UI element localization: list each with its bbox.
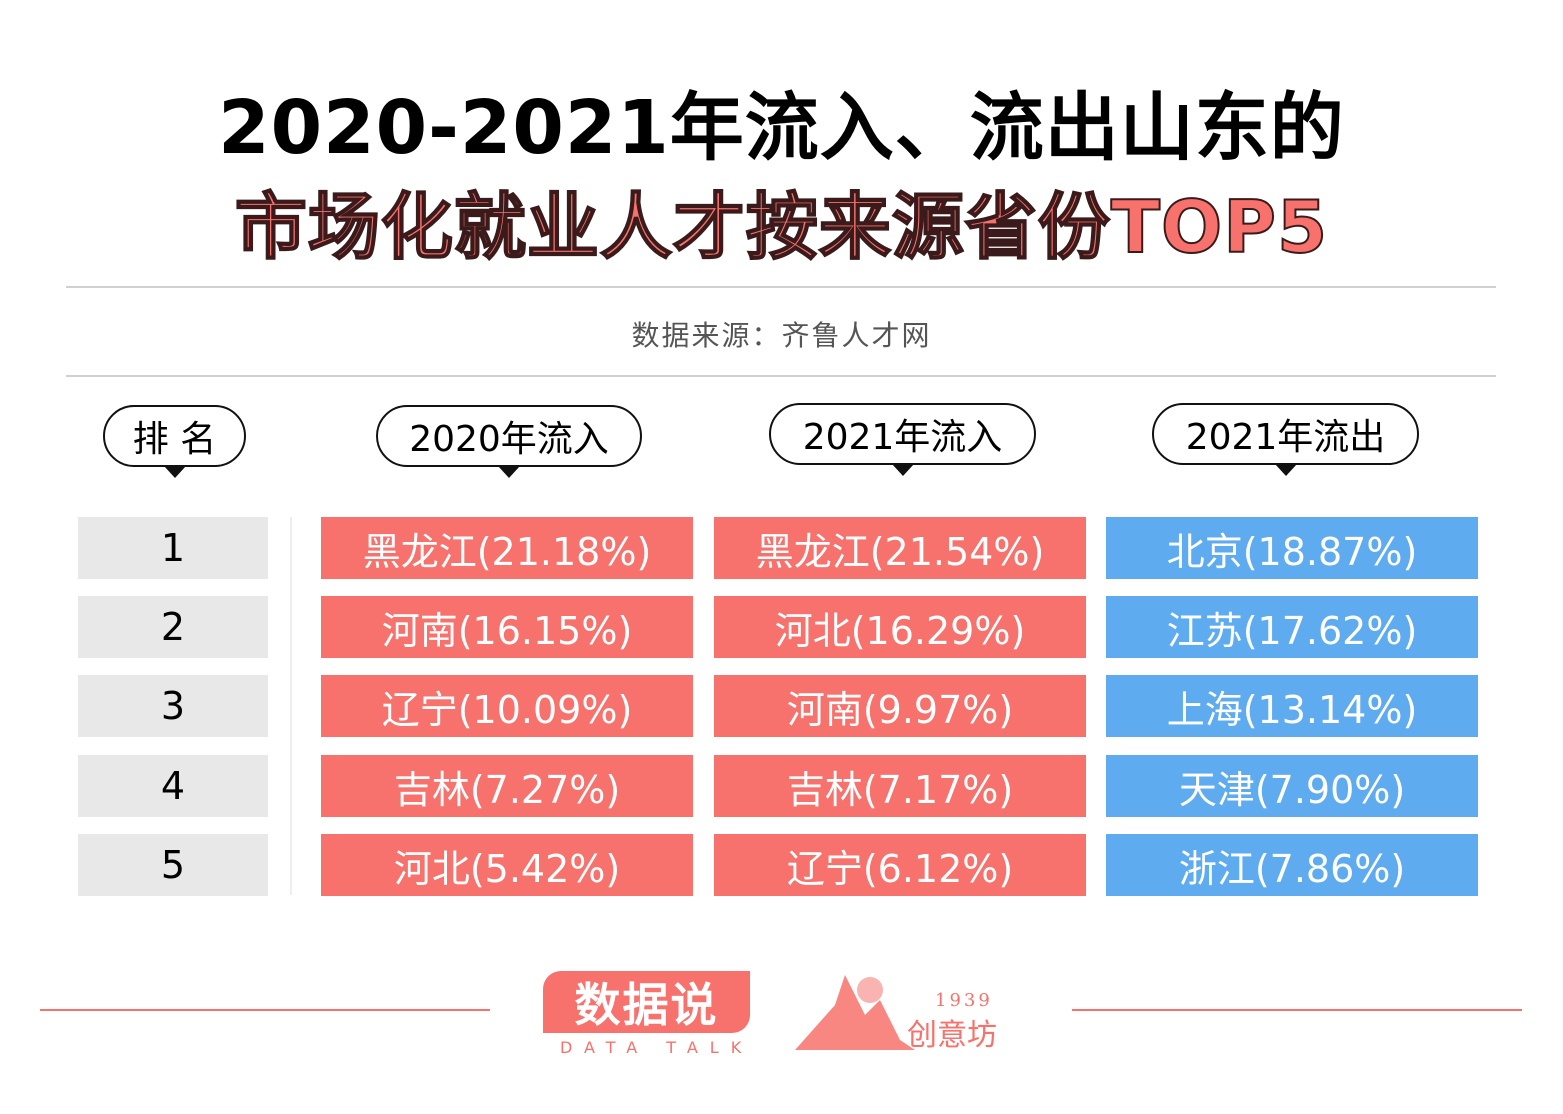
cell-in2021: 河北(16.29%) — [714, 596, 1086, 658]
data-talk-logo: 数据说 — [543, 971, 750, 1033]
title-line-2: 市场化就业人才按来源省份TOP5 — [234, 184, 1329, 270]
cell-rank: 4 — [78, 755, 268, 817]
divider — [66, 286, 1496, 288]
cell-out2021: 上海(13.14%) — [1106, 675, 1478, 737]
cell-out2021: 北京(18.87%) — [1106, 517, 1478, 579]
header-2021-inflow: 2021年流入 — [769, 403, 1036, 476]
cell-in2021: 黑龙江(21.54%) — [714, 517, 1086, 579]
cell-in2020: 河北(5.42%) — [321, 834, 693, 896]
cell-in2020: 河南(16.15%) — [321, 596, 693, 658]
logo-year: 1939 — [935, 990, 993, 1011]
cell-rank: 3 — [78, 675, 268, 737]
mountain-icon — [795, 975, 915, 1050]
data-source: 数据来源：齐鲁人才网 — [631, 319, 932, 352]
logo-name: 创意坊 — [907, 1018, 997, 1053]
cell-in2021: 辽宁(6.12%) — [714, 834, 1086, 896]
cell-in2020: 黑龙江(21.18%) — [321, 517, 693, 579]
header-rank: 排 名 — [103, 405, 246, 478]
cell-in2020: 吉林(7.27%) — [321, 755, 693, 817]
cell-in2020: 辽宁(10.09%) — [321, 675, 693, 737]
cell-out2021: 浙江(7.86%) — [1106, 834, 1478, 896]
cell-in2021: 河南(9.97%) — [714, 675, 1086, 737]
chuangyifang-logo: 1939 创意坊 — [795, 970, 1025, 1059]
header-2021-outflow: 2021年流出 — [1152, 403, 1419, 476]
title-line-1: 2020-2021年流入、流出山东的 — [218, 85, 1345, 171]
cell-rank: 5 — [78, 834, 268, 896]
cell-out2021: 江苏(17.62%) — [1106, 596, 1478, 658]
footer-line-right — [1072, 1009, 1522, 1011]
divider — [66, 375, 1496, 377]
footer-line-left — [40, 1009, 490, 1011]
cell-in2021: 吉林(7.17%) — [714, 755, 1086, 817]
data-talk-logo-sub: DATA TALK — [560, 1038, 754, 1057]
cell-rank: 1 — [78, 517, 268, 579]
separator — [290, 517, 292, 895]
header-2020-inflow: 2020年流入 — [376, 405, 642, 478]
cell-rank: 2 — [78, 596, 268, 658]
cell-out2021: 天津(7.90%) — [1106, 755, 1478, 817]
